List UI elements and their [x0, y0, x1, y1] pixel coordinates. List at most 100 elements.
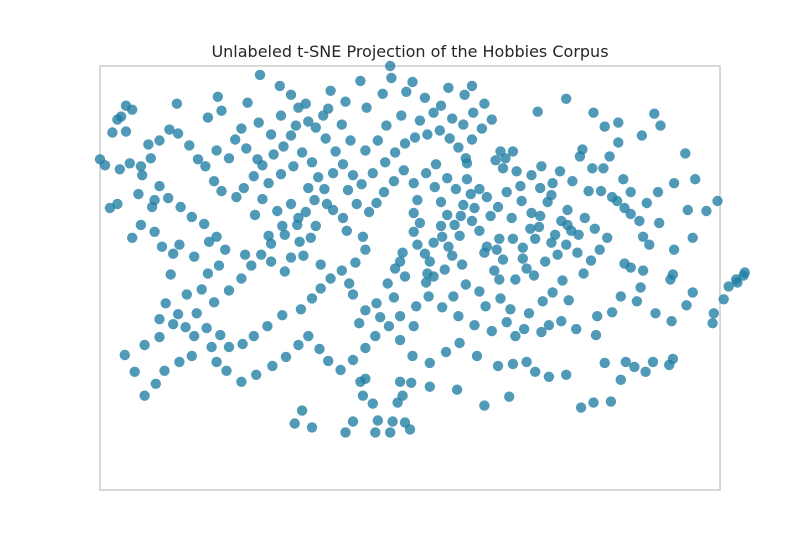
- data-point: [619, 202, 630, 214]
- data-point: [546, 237, 557, 248]
- data-point: [412, 239, 423, 250]
- data-point: [293, 102, 304, 113]
- data-point: [556, 316, 567, 327]
- data-point: [556, 215, 567, 227]
- data-point: [549, 229, 561, 240]
- data-point: [385, 427, 396, 438]
- data-point: [619, 258, 630, 269]
- data-point: [690, 174, 701, 185]
- data-point: [408, 321, 419, 332]
- data-point: [315, 283, 326, 294]
- data-point: [208, 297, 220, 308]
- data-point: [248, 171, 259, 182]
- data-point: [154, 331, 165, 343]
- data-point: [149, 226, 160, 237]
- data-point: [505, 304, 516, 315]
- data-point: [525, 223, 536, 234]
- data-point: [237, 338, 248, 350]
- data-point: [107, 127, 118, 138]
- data-point: [428, 107, 439, 118]
- data-point: [212, 91, 223, 103]
- data-point: [314, 343, 325, 355]
- data-point: [479, 247, 490, 258]
- data-point: [385, 60, 396, 72]
- data-point: [367, 398, 378, 409]
- data-point: [424, 381, 435, 392]
- data-point: [414, 217, 426, 229]
- data-point: [279, 229, 290, 240]
- data-point: [372, 135, 383, 146]
- data-point: [154, 314, 165, 325]
- data-point: [223, 153, 235, 164]
- data-point: [171, 98, 183, 109]
- data-point: [350, 257, 361, 268]
- data-point: [620, 356, 631, 368]
- data-point: [165, 269, 176, 280]
- data-point: [649, 108, 660, 119]
- data-point: [479, 400, 490, 411]
- data-point: [599, 357, 610, 369]
- data-point: [466, 215, 478, 227]
- data-point: [279, 266, 290, 277]
- data-point: [408, 226, 419, 237]
- data-point: [489, 265, 500, 276]
- data-point: [526, 207, 537, 219]
- data-point: [202, 268, 214, 279]
- data-point: [681, 300, 692, 311]
- data-point: [294, 236, 305, 247]
- data-point: [468, 107, 479, 118]
- data-point: [236, 376, 247, 387]
- data-point: [201, 322, 212, 334]
- data-point: [356, 179, 367, 190]
- data-point: [561, 239, 572, 250]
- data-point: [641, 197, 652, 209]
- data-point: [381, 120, 392, 131]
- data-point: [236, 273, 247, 284]
- data-point: [344, 278, 355, 289]
- data-point: [186, 350, 197, 362]
- data-point: [547, 287, 558, 298]
- data-point: [536, 161, 547, 172]
- data-point: [309, 194, 320, 206]
- data-point: [424, 256, 435, 267]
- data-point: [285, 130, 297, 141]
- data-point: [230, 134, 241, 145]
- data-point: [203, 236, 215, 247]
- data-point: [112, 114, 123, 125]
- data-point: [124, 158, 135, 169]
- data-point: [397, 390, 408, 401]
- data-point: [263, 178, 274, 189]
- data-point: [394, 311, 406, 322]
- data-point: [275, 110, 287, 121]
- data-point: [215, 329, 226, 341]
- data-point: [530, 366, 541, 377]
- data-point: [528, 270, 540, 281]
- data-point: [444, 133, 455, 144]
- data-point: [184, 140, 195, 151]
- data-point: [257, 193, 268, 205]
- data-point: [377, 88, 388, 100]
- data-point: [680, 148, 691, 159]
- data-point: [398, 165, 409, 176]
- data-point: [409, 132, 421, 143]
- data-point: [668, 178, 680, 189]
- data-point: [469, 202, 480, 214]
- data-point: [517, 253, 528, 264]
- data-point: [200, 161, 211, 172]
- data-point: [536, 326, 547, 338]
- data-point: [437, 302, 448, 313]
- data-point: [399, 417, 411, 428]
- data-point: [300, 206, 311, 218]
- data-point: [605, 396, 617, 407]
- data-point: [532, 106, 543, 117]
- data-point: [447, 113, 458, 124]
- data-point: [422, 129, 433, 140]
- data-point: [546, 189, 557, 201]
- data-point: [360, 145, 371, 156]
- data-point: [466, 134, 478, 145]
- data-point: [442, 209, 453, 221]
- data-point: [293, 339, 304, 351]
- data-point: [211, 231, 222, 242]
- data-point: [303, 116, 314, 127]
